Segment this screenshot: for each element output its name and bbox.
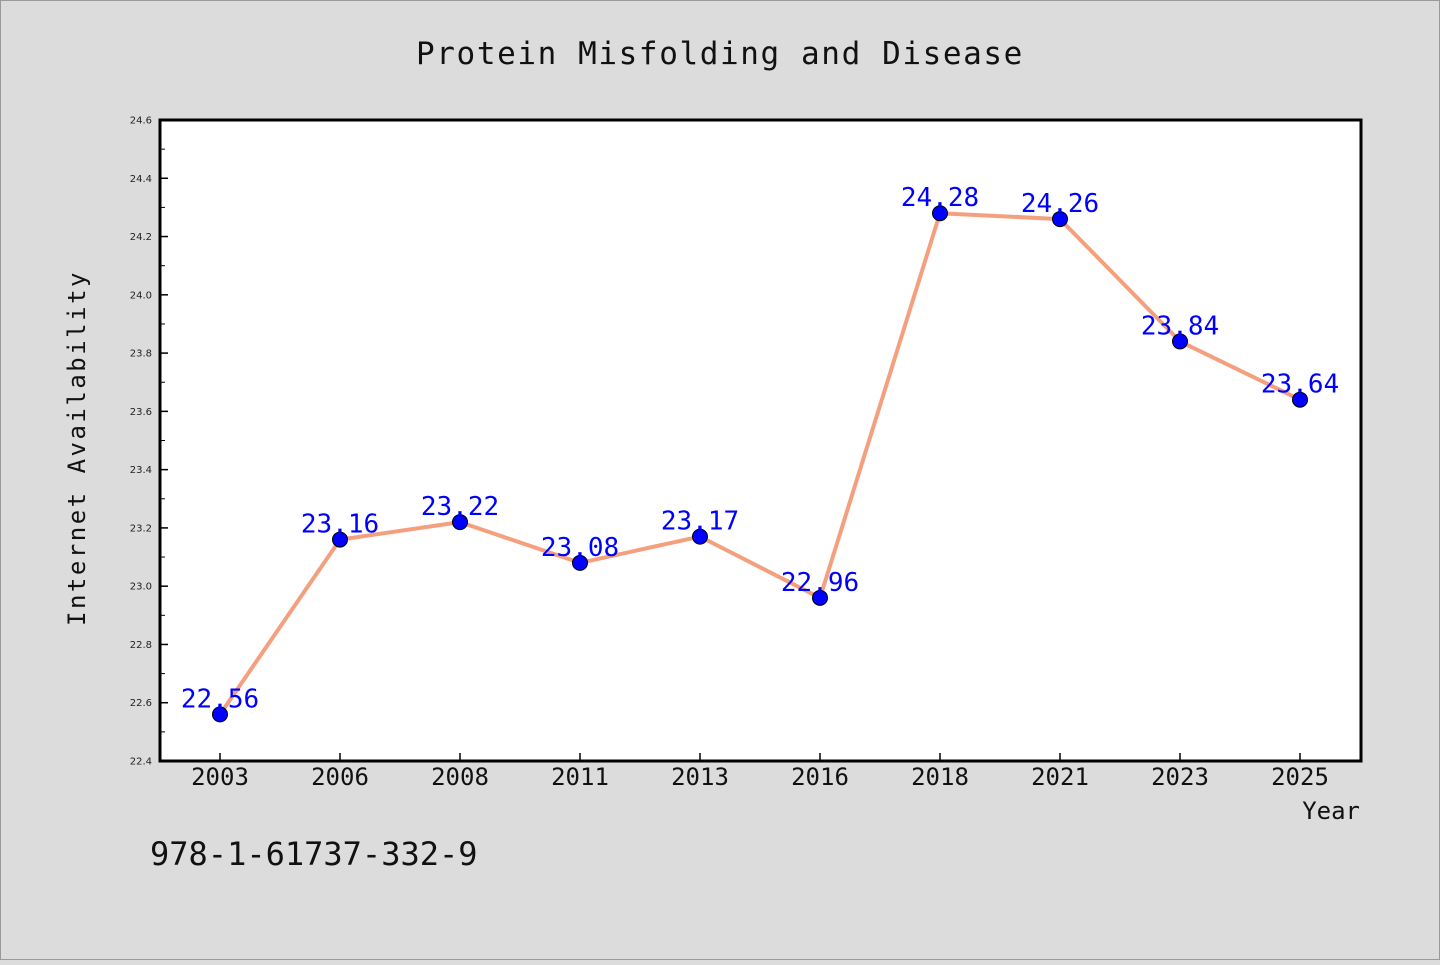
data-point <box>812 589 828 606</box>
data-point <box>1292 391 1308 408</box>
plot-area <box>160 120 1361 761</box>
data-point <box>452 514 468 531</box>
data-point <box>692 528 708 545</box>
y-tick-label: 23.8 <box>130 349 152 360</box>
y-tick-label: 23.2 <box>130 523 152 534</box>
data-label: 22.56 <box>181 684 259 714</box>
data-label: 23.17 <box>661 507 739 537</box>
data-label: 23.22 <box>421 492 499 522</box>
x-tick-label: 2018 <box>911 763 969 791</box>
x-tick-label: 2008 <box>431 763 489 791</box>
data-label: 24.28 <box>901 183 979 213</box>
x-tick-label: 2023 <box>1151 763 1209 791</box>
x-tick-label: 2021 <box>1031 763 1089 791</box>
series-line <box>218 211 1302 717</box>
data-point <box>1172 333 1188 350</box>
x-tick-label: 2006 <box>311 763 369 791</box>
data-label: 23.16 <box>301 510 379 540</box>
x-tick-label: 2003 <box>191 763 249 791</box>
y-tick-label: 23.6 <box>130 407 152 418</box>
chart-title: Protein Misfolding and Disease <box>416 36 1024 72</box>
y-tick-label: 22.8 <box>130 640 152 651</box>
y-tick-label: 23.4 <box>130 465 152 476</box>
footer-isbn: 978-1-61737-332-9 <box>150 835 478 873</box>
x-tick-label: 2025 <box>1271 763 1329 791</box>
data-label: 22.96 <box>781 568 859 598</box>
data-point <box>1052 211 1068 228</box>
data-label: 23.08 <box>541 533 619 563</box>
x-tick-label: 2011 <box>551 763 609 791</box>
data-point <box>332 531 348 548</box>
series-layer: 22.56 23.16 23.22 23.08 23.17 22.96 24.28 24.26… <box>181 183 1339 723</box>
y-tick-label: 24.0 <box>130 290 152 301</box>
x-axis-label: Year <box>1302 797 1360 825</box>
y-tick-label: 24.2 <box>130 232 152 243</box>
x-tick-label: 2016 <box>791 763 849 791</box>
data-point <box>572 554 588 571</box>
y-tick-label: 23.0 <box>130 582 152 593</box>
x-axis-ticks: 2003 2006 2008 2011 2013 2016 2018 2021 2023 2025 <box>191 753 1329 791</box>
y-tick-label: 22.4 <box>130 757 152 768</box>
data-label: 23.64 <box>1261 370 1339 400</box>
plot-frame <box>158 118 1363 763</box>
data-label: 23.84 <box>1141 311 1219 341</box>
x-tick-label: 2013 <box>671 763 729 791</box>
y-tick-label: 24.6 <box>130 116 152 127</box>
data-label: 24.26 <box>1021 189 1099 219</box>
y-axis-ticks: 22.4 22.6 22.8 23.0 23.2 23.4 23.6 23.8 24.0 24.2… <box>130 116 168 768</box>
y-tick-label: 22.6 <box>130 698 152 709</box>
data-point <box>932 205 948 222</box>
y-tick-label: 24.4 <box>130 174 152 185</box>
data-point <box>212 706 228 723</box>
y-axis-label: Internet Availability <box>63 270 91 626</box>
